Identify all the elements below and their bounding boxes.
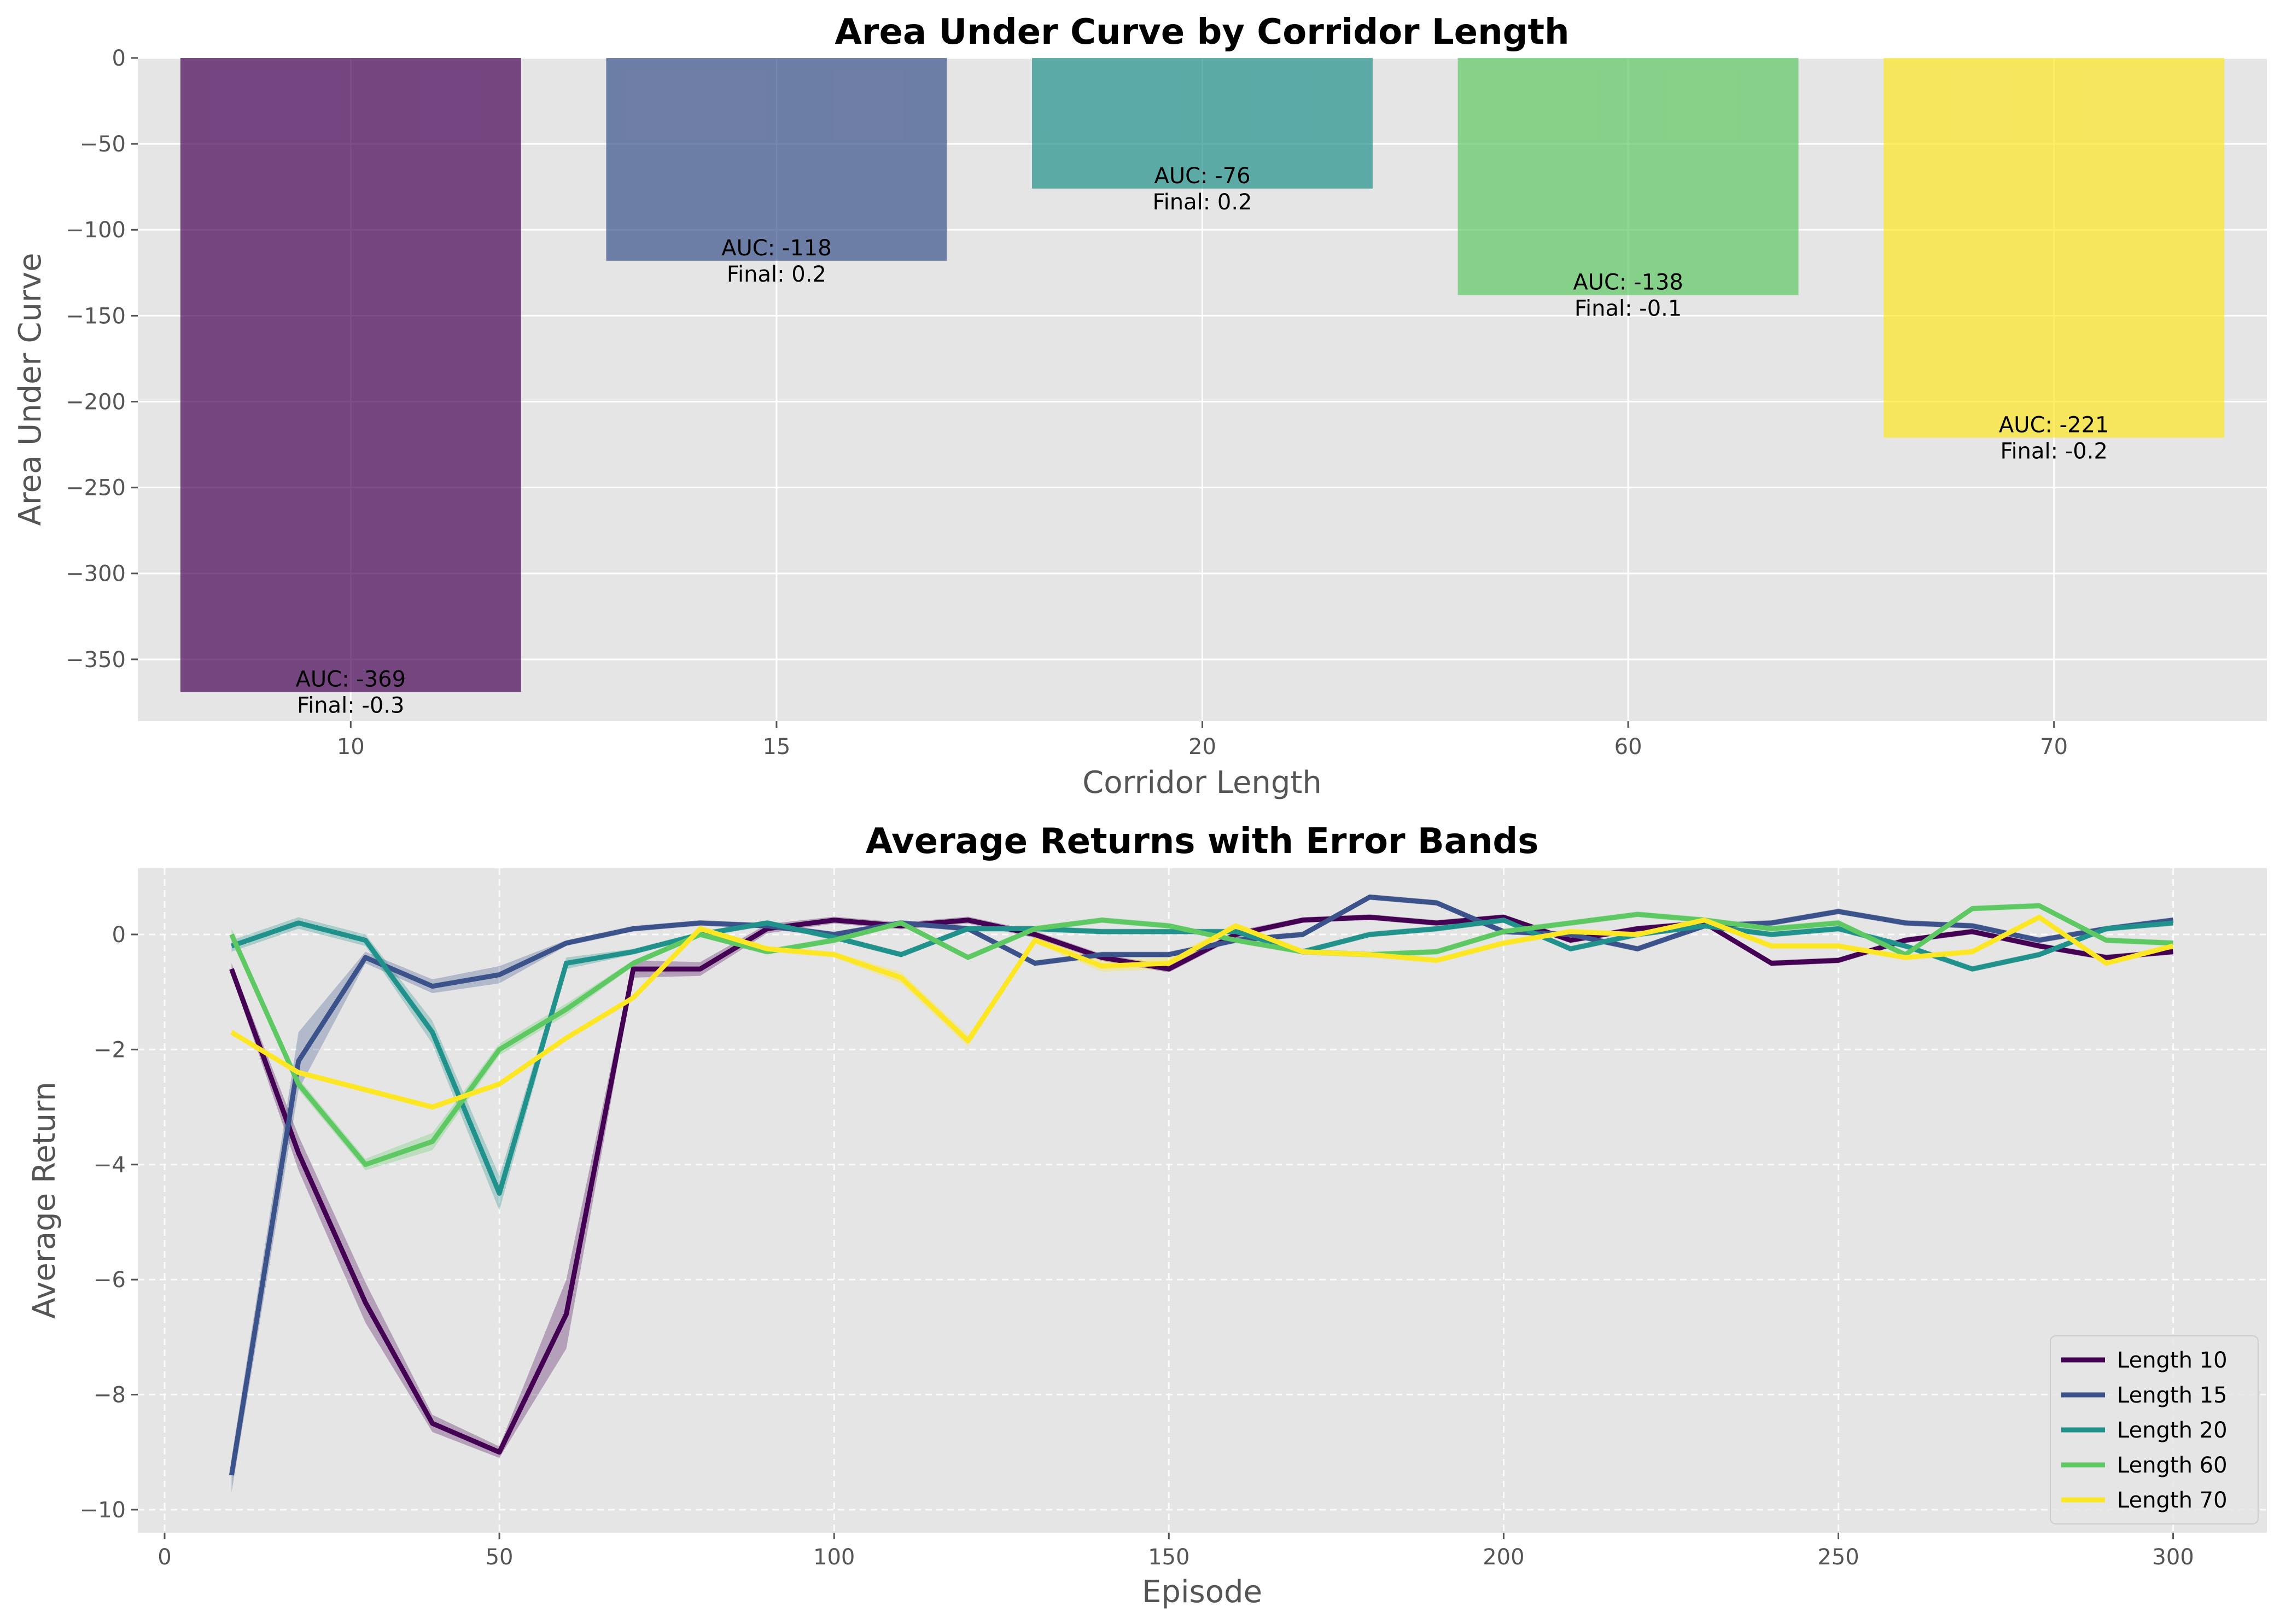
auc-final-label: Final: 0.2: [727, 262, 826, 287]
returns-x-tick-label: 50: [486, 1545, 514, 1570]
auc-final-label: Final: 0.2: [1153, 190, 1252, 215]
returns-legend-label: Length 20: [2117, 1418, 2227, 1443]
returns-x-tick-label: 300: [2152, 1545, 2194, 1570]
returns-gridlines: [138, 868, 2267, 1533]
auc-value-label: AUC: -369: [296, 667, 406, 692]
auc-value-label: AUC: -118: [721, 236, 832, 261]
auc-value-label: AUC: -221: [1999, 412, 2109, 437]
returns-legend-box: [2050, 1335, 2259, 1524]
auc-bar-60: [1457, 58, 1799, 295]
returns-line-1: [229, 914, 2173, 1455]
auc-y-tick-label: −300: [66, 562, 126, 587]
auc-y-tick-label: −200: [66, 389, 126, 414]
auc-x-tick-label: 70: [2040, 734, 2068, 760]
auc-bar-15: [606, 58, 947, 261]
auc-y-tick-label: −100: [66, 218, 126, 243]
auc-chart-title: Area Under Curve by Corridor Length: [835, 12, 1569, 52]
returns-y-ticks: 0 −2 −4 −6 −8 −10: [80, 922, 138, 1523]
returns-y-axis-label: Average Return: [27, 1082, 62, 1319]
auc-x-tick-label: 15: [762, 734, 790, 760]
auc-bar-20: [1032, 58, 1373, 189]
returns-y-tick-label: −10: [80, 1498, 126, 1523]
auc-bar-70: [1884, 58, 2225, 438]
auc-y-tick-label: −350: [66, 647, 126, 673]
auc-y-tick-label: −150: [66, 303, 126, 329]
returns-y-tick-label: −4: [94, 1153, 126, 1178]
auc-y-axis-label: Area Under Curve: [13, 253, 48, 525]
returns-x-ticks: 0 50 100 150 200 250 300: [158, 1533, 2194, 1570]
auc-y-ticks: 0 −50 −100 −150 −200 −250 −300 −350: [66, 46, 138, 673]
returns-x-tick-label: 250: [1817, 1545, 1859, 1570]
returns-x-tick-label: 200: [1483, 1545, 1524, 1570]
auc-bar-10: [180, 58, 521, 692]
auc-y-tick-label: 0: [112, 46, 126, 71]
auc-final-label: Final: -0.2: [2000, 439, 2107, 464]
returns-series-lines: [229, 895, 2174, 1476]
auc-bars: [180, 58, 2225, 692]
auc-y-tick-label: −250: [66, 476, 126, 501]
returns-chart-title: Average Returns with Error Bands: [866, 821, 1539, 862]
returns-line-5: [230, 914, 2174, 1110]
returns-y-tick-label: −8: [94, 1383, 126, 1408]
returns-legend-label: Length 15: [2117, 1383, 2227, 1408]
returns-legend: Length 10 Length 15 Length 20 Length 60 Leng…: [2050, 1335, 2259, 1524]
returns-legend-label: Length 70: [2117, 1488, 2227, 1513]
returns-plot-area: [138, 868, 2267, 1533]
auc-y-tick-label: −50: [80, 132, 126, 157]
auc-final-label: Final: -0.3: [297, 693, 404, 718]
auc-x-axis-label: Corridor Length: [1082, 765, 1322, 801]
returns-x-tick-label: 150: [1148, 1545, 1189, 1570]
returns-line-2: [229, 895, 2174, 1476]
returns-legend-label: Length 60: [2117, 1453, 2227, 1478]
returns-x-axis-label: Episode: [1142, 1574, 1262, 1610]
auc-value-label: AUC: -76: [1154, 163, 1250, 189]
returns-x-tick-label: 0: [158, 1545, 171, 1570]
auc-x-tick-label: 20: [1188, 734, 1216, 760]
returns-band-1: [231, 914, 2173, 1458]
auc-final-label: Final: -0.1: [1575, 296, 1682, 322]
returns-line-chart: 0 −2 −4 −6 −8 −10 0 50 100 150 200 250 300 Average …: [27, 821, 2267, 1610]
auc-x-tick-label: 60: [1614, 734, 1642, 760]
returns-y-tick-label: −2: [94, 1037, 126, 1062]
auc-x-ticks: 10 15 20 60 70: [337, 721, 2068, 760]
returns-x-tick-label: 100: [813, 1545, 855, 1570]
returns-y-tick-label: 0: [112, 922, 126, 948]
returns-y-tick-label: −6: [94, 1267, 126, 1293]
auc-x-tick-label: 10: [337, 734, 365, 760]
returns-line-4: [229, 903, 2173, 1167]
returns-legend-label: Length 10: [2117, 1348, 2227, 1373]
auc-value-label: AUC: -138: [1573, 270, 1683, 295]
